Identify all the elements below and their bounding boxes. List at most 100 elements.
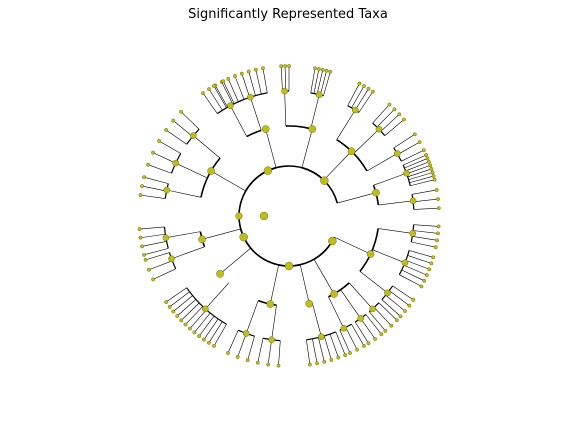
tree-branch — [255, 69, 262, 95]
tree-branch — [403, 264, 427, 276]
tree-node-105 — [307, 362, 312, 367]
tree-node-63 — [172, 159, 180, 167]
tree-branch — [335, 331, 346, 356]
tree-node-96 — [226, 351, 230, 355]
tree-branch — [152, 268, 176, 280]
tree-node-46 — [226, 76, 231, 81]
tree-branch — [347, 83, 360, 106]
tree-branch — [203, 318, 219, 340]
tree-branch — [334, 236, 371, 255]
tree-node-40 — [320, 176, 329, 185]
tree-node-54 — [227, 102, 234, 109]
tree-branch — [245, 300, 259, 334]
root-arc — [238, 165, 333, 267]
tree-branch — [366, 153, 398, 172]
tree-node-91 — [207, 340, 211, 345]
tree-branch — [208, 321, 223, 343]
tree-branch — [180, 111, 200, 130]
tree-branch — [284, 91, 287, 127]
tree-branch — [376, 109, 395, 128]
tree-node-128 — [403, 309, 407, 313]
tree-branch — [144, 176, 169, 184]
tree-node-27 — [431, 174, 436, 178]
tree-branch — [173, 120, 193, 137]
tree-node-78 — [151, 277, 155, 282]
tree-node-20 — [375, 125, 383, 133]
tree-branch — [210, 170, 246, 192]
tree-node-65 — [140, 184, 144, 188]
tree-branch — [407, 168, 432, 178]
tree-branch — [278, 340, 281, 366]
tree-branch — [409, 175, 434, 184]
tree-node-4 — [328, 69, 333, 74]
tree-branch — [316, 69, 324, 95]
tree-node-35 — [436, 206, 441, 211]
tree-branch — [198, 315, 215, 337]
tree-branch — [227, 330, 239, 354]
tree-branch — [227, 78, 239, 102]
tree-branch — [372, 104, 390, 124]
tree-branch — [351, 85, 365, 108]
tree-node-55 — [261, 125, 270, 133]
tree-node-22 — [417, 140, 422, 145]
tree-branch — [378, 228, 413, 234]
tree-node-123 — [389, 323, 394, 328]
tree-node-142 — [436, 224, 441, 229]
tree-branch — [241, 73, 250, 98]
tree-branch — [405, 161, 430, 172]
tree-branch — [397, 141, 420, 155]
tree-node-3 — [281, 87, 288, 95]
tree-node-5 — [324, 68, 329, 73]
tree-node-13 — [362, 84, 366, 88]
tree-node-110 — [343, 353, 348, 357]
tree-node-80 — [198, 235, 206, 244]
tree-node-19 — [387, 102, 392, 107]
tree-node-41 — [261, 66, 265, 71]
tree-branch — [372, 249, 406, 264]
clade-arc — [301, 166, 339, 204]
tree-branch — [173, 295, 193, 312]
tree-branch — [413, 198, 439, 203]
tree-branch — [381, 299, 401, 317]
clade-arc — [245, 166, 277, 192]
tree-node-72 — [138, 235, 143, 240]
tree-node-49 — [207, 87, 211, 92]
tree-node-14 — [357, 81, 362, 86]
tree-node-51 — [247, 93, 254, 101]
tree-node-97 — [235, 355, 240, 359]
tree-node-70 — [235, 212, 243, 220]
tree-branch — [336, 109, 356, 140]
tree-branch — [340, 289, 361, 319]
tree-branch — [378, 302, 398, 321]
tree-branch — [413, 207, 439, 210]
tree-branch — [140, 194, 166, 199]
tree-node-120 — [379, 332, 384, 337]
tree-branch — [320, 70, 327, 96]
tree-node-117 — [340, 325, 348, 332]
tree-node-25 — [347, 147, 356, 156]
tree-node-122 — [383, 329, 388, 333]
tree-branch — [213, 85, 227, 108]
tree-node-87 — [187, 326, 192, 331]
tree-node-44 — [239, 71, 244, 76]
tree-node-60 — [157, 139, 161, 143]
clade-arc — [216, 92, 268, 115]
tree-branch — [392, 285, 414, 301]
tree-node-58 — [164, 128, 169, 132]
tree-node-119 — [373, 336, 377, 341]
tree-branch — [257, 338, 264, 363]
tree-node-94 — [216, 270, 224, 278]
tree-branch — [140, 233, 166, 239]
tree-branch — [269, 264, 279, 305]
tree-node-68 — [207, 167, 215, 175]
tree-branch — [399, 274, 422, 287]
tree-node-7 — [317, 67, 321, 71]
tree-node-107 — [322, 359, 327, 364]
tree-branch — [265, 128, 277, 168]
tree-node-24 — [393, 150, 401, 157]
tree-node-129 — [407, 303, 412, 308]
tree-node-53 — [212, 84, 216, 88]
tree-branch — [313, 68, 320, 94]
tree-node-39 — [372, 188, 380, 197]
tree-branch — [202, 92, 218, 114]
